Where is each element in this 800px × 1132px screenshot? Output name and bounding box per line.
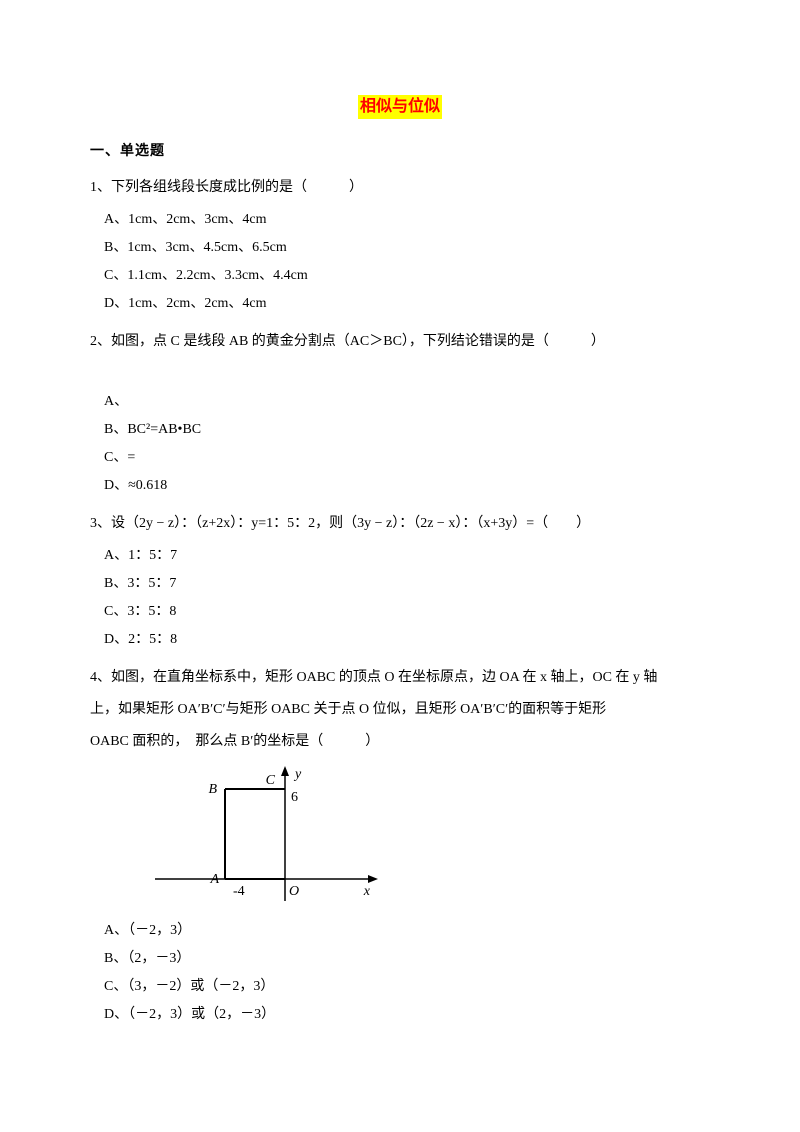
svg-text:B: B	[208, 782, 217, 797]
q2-option-a: A、	[104, 388, 710, 416]
q2-option-d: D、≈0.618	[104, 472, 710, 500]
q1-options: A、1cm、2cm、3cm、4cm B、1cm、3cm、4.5cm、6.5cm …	[90, 206, 710, 318]
svg-text:y: y	[293, 767, 302, 782]
q1-option-b: B、1cm、3cm、4.5cm、6.5cm	[104, 234, 710, 262]
q2-option-b: B、BC²=AB•BC	[104, 416, 710, 444]
q4-option-c: C、（3，－2）或（－2，3）	[104, 973, 710, 1001]
q2-options: A、 B、BC²=AB•BC C、= D、≈0.618	[90, 388, 710, 500]
q3-option-b: B、3：5：7	[104, 570, 710, 598]
q4-stem-line1: 4、如图，在直角坐标系中，矩形 OABC 的顶点 O 在坐标原点，边 OA 在 …	[90, 664, 710, 692]
q1-option-a: A、1cm、2cm、3cm、4cm	[104, 206, 710, 234]
title-wrap: 相似与位似	[90, 95, 710, 119]
section-heading: 一、单选题	[90, 141, 710, 162]
question-3: 3、设（2y − z）：（z+2x）：y=1：5：2，则（3y − z）：（2z…	[90, 510, 710, 654]
svg-text:x: x	[363, 884, 371, 899]
q4-option-b: B、（2，－3）	[104, 945, 710, 973]
q2-figure-placeholder	[90, 360, 710, 388]
page-container: 相似与位似 一、单选题 1、下列各组线段长度成比例的是（ ） A、1cm、2cm…	[0, 0, 800, 1079]
question-1: 1、下列各组线段长度成比例的是（ ） A、1cm、2cm、3cm、4cm B、1…	[90, 174, 710, 318]
q3-stem: 3、设（2y − z）：（z+2x）：y=1：5：2，则（3y − z）：（2z…	[90, 510, 710, 538]
q4-figure: y x C B A O 6 -4	[150, 764, 710, 909]
q3-option-c: C、3：5：8	[104, 598, 710, 626]
q1-option-c: C、1.1cm、2.2cm、3.3cm、4.4cm	[104, 262, 710, 290]
svg-text:6: 6	[291, 790, 298, 805]
q4-stem-line2: 上，如果矩形 OA′B′C′与矩形 OABC 关于点 O 位似，且矩形 OA′B…	[90, 696, 710, 724]
svg-text:O: O	[289, 884, 299, 899]
question-2: 2、如图，点 C 是线段 AB 的黄金分割点（AC＞BC），下列结论错误的是（ …	[90, 328, 710, 500]
q3-options: A、1：5：7 B、3：5：7 C、3：5：8 D、2：5：8	[90, 542, 710, 654]
question-4: 4、如图，在直角坐标系中，矩形 OABC 的顶点 O 在坐标原点，边 OA 在 …	[90, 664, 710, 1029]
svg-text:C: C	[266, 773, 276, 788]
q4-options: A、（－2，3） B、（2，－3） C、（3，－2）或（－2，3） D、（－2，…	[90, 917, 710, 1029]
svg-text:-4: -4	[233, 884, 245, 899]
svg-text:A: A	[209, 872, 219, 887]
coordinate-diagram: y x C B A O 6 -4	[150, 764, 380, 909]
q2-stem: 2、如图，点 C 是线段 AB 的黄金分割点（AC＞BC），下列结论错误的是（ …	[90, 328, 710, 356]
q3-option-a: A、1：5：7	[104, 542, 710, 570]
q1-option-d: D、1cm、2cm、2cm、4cm	[104, 290, 710, 318]
q4-stem-line3: OABC 面积的， 那么点 B′的坐标是（ ）	[90, 728, 710, 756]
q1-stem: 1、下列各组线段长度成比例的是（ ）	[90, 174, 710, 202]
q3-option-d: D、2：5：8	[104, 626, 710, 654]
q2-option-c: C、=	[104, 444, 710, 472]
q4-option-d: D、（－2，3）或（2，－3）	[104, 1001, 710, 1029]
document-title: 相似与位似	[358, 95, 442, 119]
q4-option-a: A、（－2，3）	[104, 917, 710, 945]
